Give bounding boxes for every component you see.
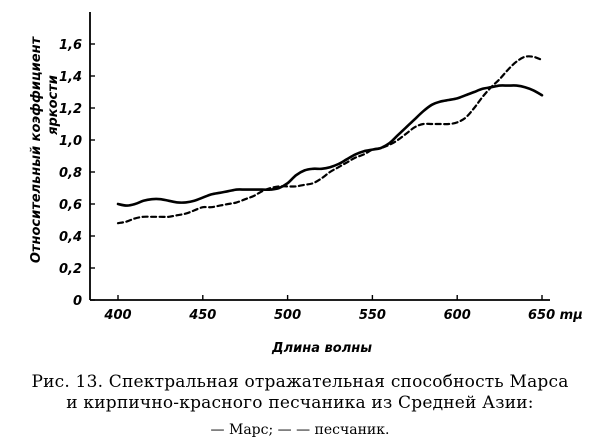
y-tick-label: 1,0 [59,134,82,149]
tick-labels: 0 0,2 0,4 0,6 0,8 1,0 1,2 1,4 1,6 400 450 500 550 600… [59,38,583,323]
series-lines [116,55,544,225]
figure-caption-line1: Рис. 13. Спектральная отражательная спос… [31,372,569,392]
series-line-dashed [116,55,544,225]
axes [89,12,550,301]
x-tick-label: 600 [444,308,471,323]
figure-caption-legend: — Марс; — — песчаник. [210,422,390,438]
y-axis-title-line2: яркости [46,75,61,136]
y-axis-title-line1: Относительный коэффициент [29,35,44,263]
series-line-solid [116,84,544,207]
x-tick-label: 500 [274,308,301,323]
y-tick-label: 1,6 [59,38,82,53]
y-tick-label: 0,6 [59,198,82,213]
x-tick-label: 400 [103,308,131,323]
y-tick-label: 1,2 [59,102,82,117]
y-tick-label: 0,8 [59,166,82,181]
x-tick-label: 450 [188,308,216,323]
y-tick-label: 0,4 [59,230,82,245]
spectral-reflectance-chart: 0 0,2 0,4 0,6 0,8 1,0 1,2 1,4 1,6 400 450 500 550 600… [29,12,583,356]
x-tick-label: 550 [359,308,386,323]
y-tick-label: 0 [73,294,82,309]
x-axis-title: Длина волны [271,341,372,356]
y-tick-label: 0,2 [59,262,82,277]
y-tick-label: 1,4 [59,70,82,85]
figure-caption-line2: и кирпично-красного песчаника из Средней… [66,393,534,413]
x-tick-label: 650 mμ [528,308,583,323]
